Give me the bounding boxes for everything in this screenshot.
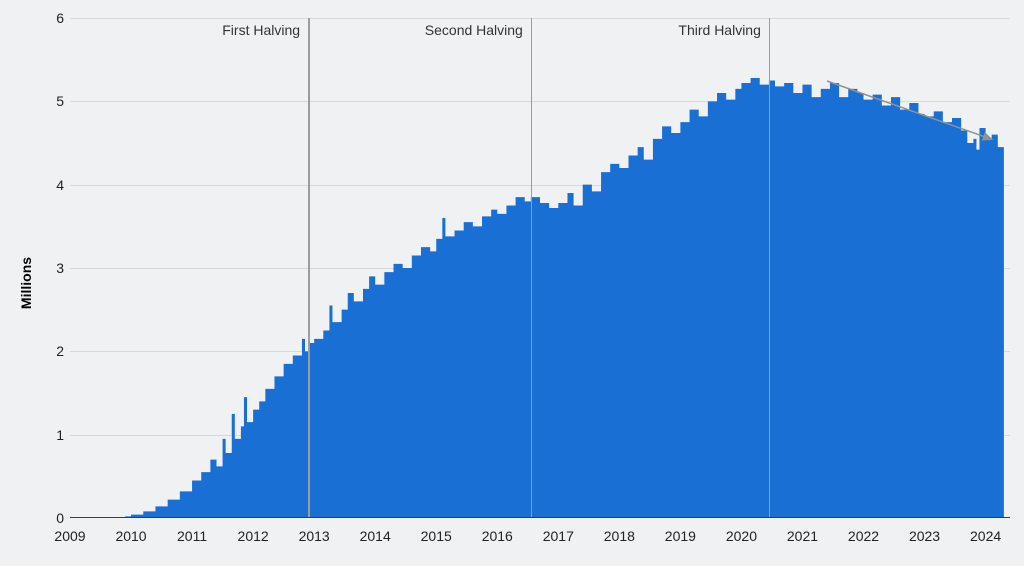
x-tick-label: 2017: [543, 528, 574, 544]
x-tick-label: 2019: [665, 528, 696, 544]
x-tick-label: 2010: [115, 528, 146, 544]
x-tick-label: 2012: [238, 528, 269, 544]
y-tick-label: 4: [34, 177, 64, 193]
y-axis-label: Millions: [18, 257, 34, 309]
x-tick-label: 2018: [604, 528, 635, 544]
y-tick-label: 0: [34, 510, 64, 526]
plot-area: First Halving Second Halving Third Halving: [70, 18, 1010, 518]
y-tick-label: 1: [34, 427, 64, 443]
x-tick-label: 2013: [299, 528, 330, 544]
x-tick-label: 2015: [421, 528, 452, 544]
x-tick-label: 2016: [482, 528, 513, 544]
halving-line: [769, 18, 771, 518]
y-tick-label: 6: [34, 10, 64, 26]
x-tick-label: 2020: [726, 528, 757, 544]
halving-line: [531, 18, 533, 518]
area-series: [70, 18, 1010, 518]
halving-label: First Halving: [222, 22, 308, 38]
x-tick-label: 2011: [177, 528, 207, 544]
x-tick-label: 2009: [54, 528, 85, 544]
halving-label: Second Halving: [425, 22, 531, 38]
x-tick-label: 2023: [909, 528, 940, 544]
y-tick-label: 5: [34, 93, 64, 109]
x-axis-baseline: [70, 517, 1010, 519]
x-tick-label: 2024: [970, 528, 1001, 544]
halving-label: Third Halving: [678, 22, 768, 38]
y-tick-label: 3: [34, 260, 64, 276]
halving-line: [308, 18, 310, 518]
x-tick-label: 2014: [360, 528, 391, 544]
y-tick-label: 2: [34, 343, 64, 359]
x-tick-label: 2021: [787, 528, 818, 544]
x-tick-label: 2022: [848, 528, 879, 544]
chart-container: Millions 0 1 2 3 4 5 6 2009 2010 2011 2012 2013 201…: [0, 0, 1024, 566]
